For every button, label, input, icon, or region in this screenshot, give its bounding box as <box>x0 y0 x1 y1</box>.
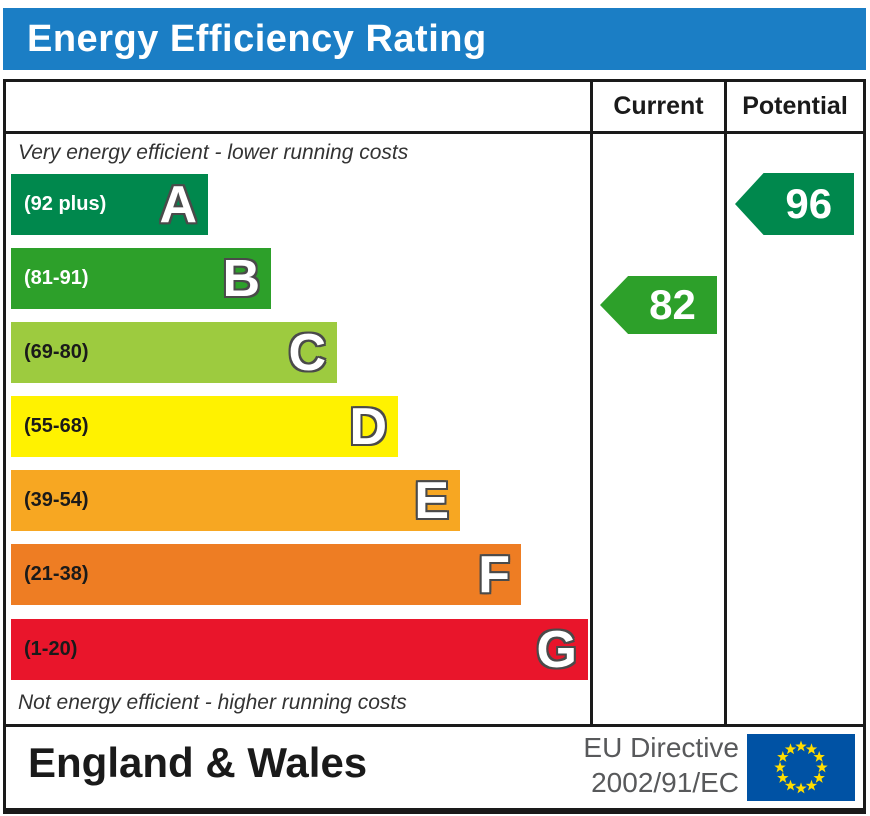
rating-table: Current Potential Very energy efficient … <box>3 79 866 727</box>
footer: England & Wales EU Directive 2002/91/EC <box>3 727 866 814</box>
page-title: Energy Efficiency Rating <box>27 17 487 60</box>
note-very-efficient: Very energy efficient - lower running co… <box>18 141 409 164</box>
potential-column: 96 <box>724 134 863 724</box>
band-letter: G <box>536 620 577 679</box>
band-letter: A <box>159 175 197 234</box>
potential-rating-arrow: 96 <box>735 173 854 235</box>
current-rating-value: 82 <box>649 281 696 328</box>
bands-column: Very energy efficient - lower running co… <box>6 134 590 724</box>
band-bar-c: (69-80) C <box>11 322 337 383</box>
band-bar-d: (55-68) D <box>11 396 398 457</box>
band-letter: F <box>478 545 510 604</box>
band-bar-g: (1-20) G <box>11 619 588 680</box>
header-spacer <box>6 82 590 134</box>
band-letter: E <box>414 471 449 530</box>
current-rating-arrow: 82 <box>600 276 717 334</box>
band-bar-a: (92 plus) A <box>11 174 208 235</box>
band-letter: B <box>222 249 260 308</box>
note-not-efficient: Not energy efficient - higher running co… <box>18 691 407 714</box>
band-range-label: (39-54) <box>24 489 89 511</box>
eu-directive-line1: EU Directive <box>583 732 739 764</box>
column-header-current: Current <box>590 82 724 134</box>
band-bar-e: (39-54) E <box>11 470 460 531</box>
band-letter: D <box>349 397 387 456</box>
band-range-label: (21-38) <box>24 563 89 585</box>
potential-rating-value: 96 <box>785 180 833 227</box>
column-header-potential: Potential <box>724 82 863 134</box>
eu-directive-line2: 2002/91/EC <box>591 767 739 799</box>
eu-flag-icon <box>747 734 855 801</box>
title-bar: Energy Efficiency Rating <box>3 8 866 70</box>
band-range-label: (69-80) <box>24 341 89 363</box>
band-range-label: (81-91) <box>24 267 89 289</box>
region-label: England & Wales <box>28 738 368 786</box>
band-range-label: (92 plus) <box>24 193 107 215</box>
band-bar-b: (81-91) B <box>11 248 271 309</box>
band-range-label: (1-20) <box>24 638 78 660</box>
band-letter: C <box>288 323 326 382</box>
current-column: 82 <box>590 134 724 724</box>
band-bar-f: (21-38) F <box>11 544 521 605</box>
band-range-label: (55-68) <box>24 415 89 437</box>
eu-directive-label: EU Directive 2002/91/EC <box>583 730 739 800</box>
